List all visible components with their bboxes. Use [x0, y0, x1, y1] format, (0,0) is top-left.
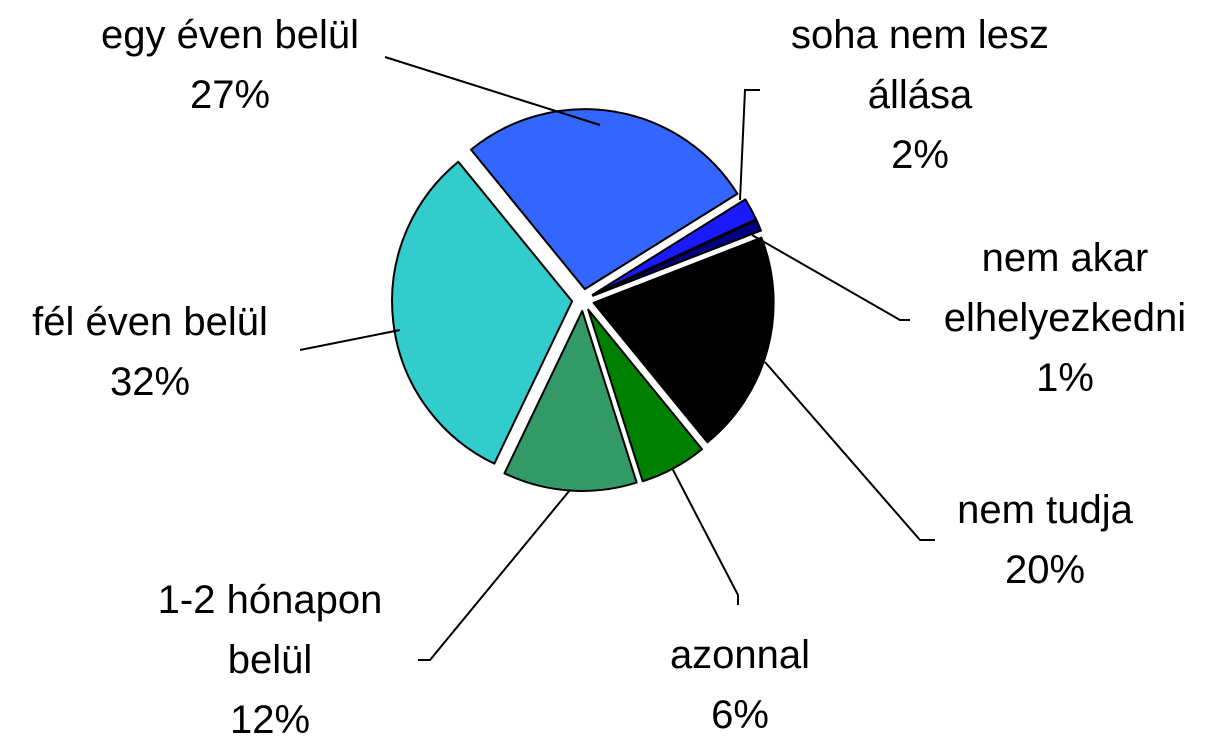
- value-label: 6%: [711, 693, 769, 737]
- leader-line: [751, 234, 910, 321]
- slice-label: nem tudja 20%: [915, 480, 1175, 600]
- value-label: 27%: [189, 73, 271, 117]
- slice-label: nem akar elhelyezkedni 1%: [915, 228, 1213, 408]
- pie-slice: [587, 308, 703, 483]
- slice-label: 1-2 hónapon belül 12%: [135, 570, 405, 742]
- slice-label: azonnal 6%: [610, 625, 870, 742]
- leader-line: [299, 329, 401, 351]
- value-label: 32%: [109, 360, 191, 404]
- category-name: nem tudja: [957, 488, 1133, 532]
- category-name: 1-2 hónapon belül: [157, 578, 383, 682]
- leader-line: [764, 361, 935, 541]
- category-name: soha nem lesz állása: [791, 13, 1049, 117]
- category-name: egy éven belül: [101, 13, 359, 57]
- pie-slice: [470, 108, 739, 291]
- slice-label: egy éven belül 27%: [60, 5, 400, 125]
- value-label: 12%: [229, 698, 311, 742]
- leader-line: [418, 489, 571, 661]
- slice-label: soha nem lesz állása 2%: [755, 5, 1085, 185]
- pie-slice: [391, 160, 574, 465]
- leader-line: [739, 89, 760, 201]
- slice-label: fél éven belül 32%: [0, 292, 300, 412]
- pie-slice: [591, 198, 758, 296]
- value-label: 1%: [1036, 356, 1094, 400]
- pie-slice: [592, 219, 762, 297]
- category-name: fél éven belül: [32, 300, 268, 344]
- category-name: nem akar elhelyezkedni: [943, 236, 1187, 340]
- category-name: azonnal: [669, 633, 811, 677]
- leader-line: [671, 467, 739, 605]
- leader-line: [384, 56, 601, 126]
- value-label: 2%: [891, 133, 949, 177]
- pie-slice: [592, 236, 775, 444]
- value-label: 20%: [1004, 548, 1086, 592]
